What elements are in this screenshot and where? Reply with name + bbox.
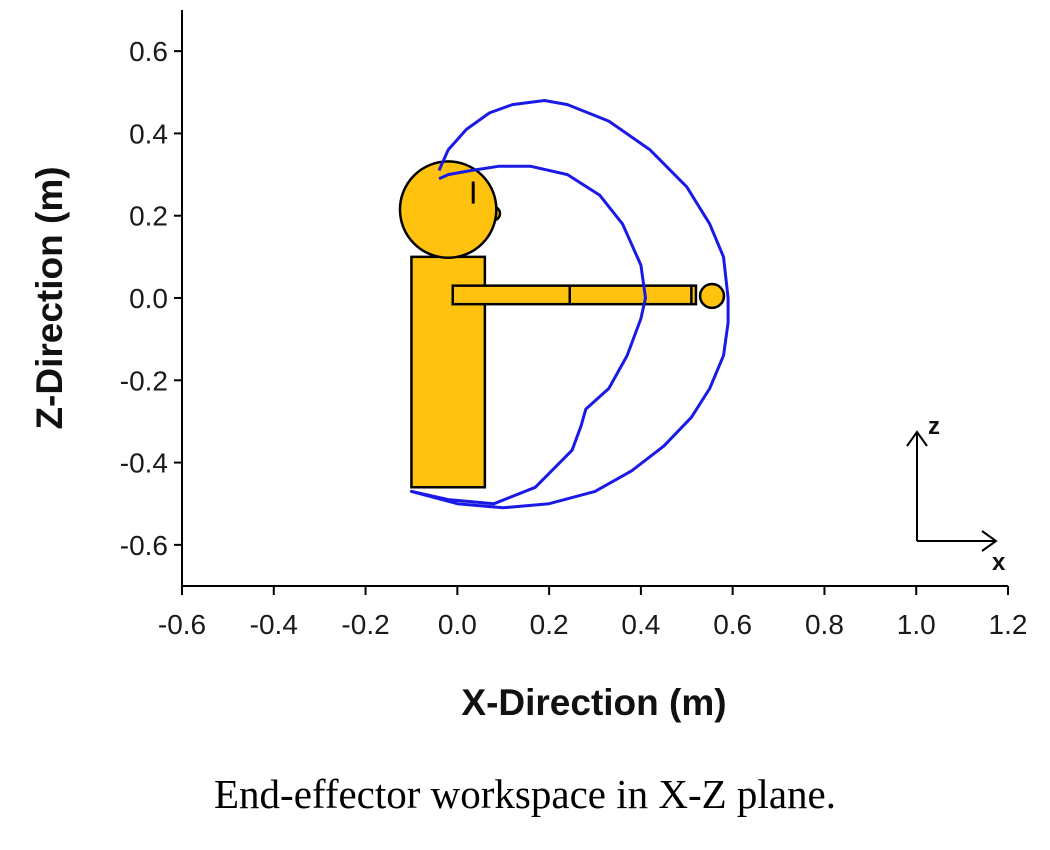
x-tick-label: 0.2	[530, 609, 569, 640]
frame-z-arrowhead	[906, 430, 928, 447]
x-tick-label: 0.8	[805, 609, 844, 640]
y-tick-label: -0.4	[120, 448, 168, 479]
x-axis-title: X-Direction (m)	[461, 682, 726, 723]
axes: -0.6 -0.4 -0.2 0.0 0.2 0.4 0.6 -0.6 -0.4 -0.2 0.0 0…	[120, 10, 1028, 640]
x-tick-label: -0.4	[250, 609, 298, 640]
x-tick-label: -0.2	[341, 609, 389, 640]
x-tick-label: 0.0	[438, 609, 477, 640]
frame-x-arrowhead	[981, 530, 998, 552]
workspace-chart: -0.6 -0.4 -0.2 0.0 0.2 0.4 0.6 -0.6 -0.4 -0.2 0.0 0…	[29, 10, 1028, 723]
figure-arm	[451, 284, 698, 306]
y-tick-label: -0.2	[120, 365, 168, 396]
x-tick-label: 1.2	[989, 609, 1028, 640]
y-tick-label: 0.4	[129, 118, 168, 149]
x-tick-label: 0.4	[621, 609, 660, 640]
human-figure	[398, 160, 726, 489]
coordinate-frame-icon: zx	[906, 413, 1006, 576]
x-tick-label: 0.6	[713, 609, 752, 640]
figure-caption: End-effector workspace in X-Z plane.	[214, 771, 836, 817]
y-tick-label: 0.2	[129, 201, 168, 232]
frame-x-label: x	[992, 549, 1006, 576]
y-axis-title: Z-Direction (m)	[29, 166, 70, 429]
frame-z-label: z	[928, 413, 940, 440]
workspace-boundary-line	[409, 99, 730, 510]
y-tick-label: -0.6	[120, 530, 168, 561]
workspace-boundary	[409, 99, 730, 510]
y-tick-label: 0.0	[129, 283, 168, 314]
x-tick-label: 1.0	[897, 609, 936, 640]
figure-hand	[698, 282, 726, 310]
y-tick-label: 0.6	[129, 36, 168, 67]
x-tick-label: -0.6	[158, 609, 206, 640]
